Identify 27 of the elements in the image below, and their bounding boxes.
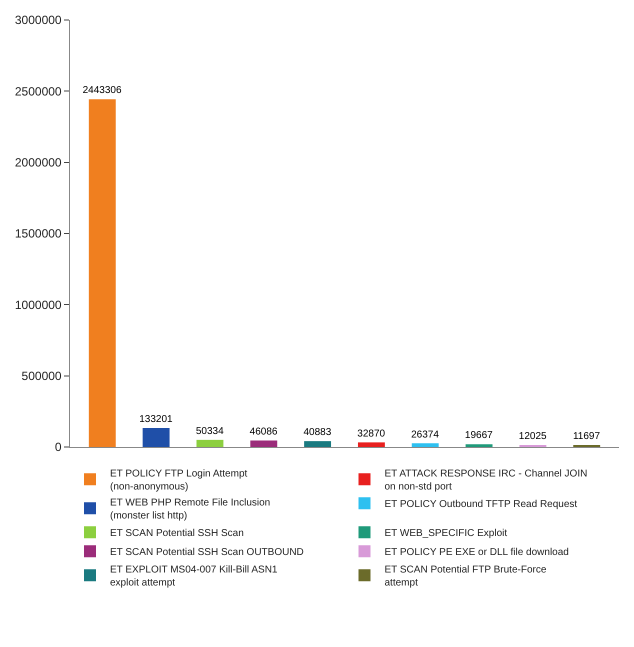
data-label: 19667 [464,430,494,442]
data-label: 40883 [303,427,332,438]
y-tick-label: 500000 [22,369,62,384]
data-label: 32870 [357,428,386,440]
y-tick-label: 0 [54,440,62,454]
data-label: 133201 [139,414,174,426]
data-label: 50334 [196,426,224,437]
legend-label: ET SCAN Potential FTP Brute-Force attempt [384,564,547,589]
legend-label: ET EXPLOIT MS04-007 Kill-Bill ASN1 exploit attempt [110,564,278,589]
y-tick-label: 1000000 [14,298,62,312]
legend-label: ET POLICY PE EXE or DLL file download [384,547,569,558]
y-tick-label: 3000000 [14,13,62,28]
data-label: 11697 [572,431,600,442]
legend-label: ET ATTACK RESPONSE IRC - Channel JOIN on non-std port [384,468,588,493]
legend-label: ET SCAN Potential SSH Scan OUTBOUND [110,547,304,558]
data-label: 12025 [518,431,548,442]
data-label: 46086 [250,426,278,438]
data-label: 2443306 [82,85,122,96]
legend-label: ET POLICY Outbound TFTP Read Request [384,499,578,510]
data-label: 26374 [411,429,440,440]
legend-label: ET WEB PHP Remote File Inclusion (monster list http) [110,498,270,522]
y-tick-label: 2500000 [14,84,62,98]
y-tick-label: 2000000 [14,156,62,170]
legend-label: ET SCAN Potential SSH Scan [110,528,244,540]
y-tick-label: 1500000 [14,226,62,241]
legend-label: ET POLICY FTP Login Attempt (non-anonymous) [110,468,248,493]
legend-label: ET WEB_SPECIFIC Exploit [384,528,508,540]
